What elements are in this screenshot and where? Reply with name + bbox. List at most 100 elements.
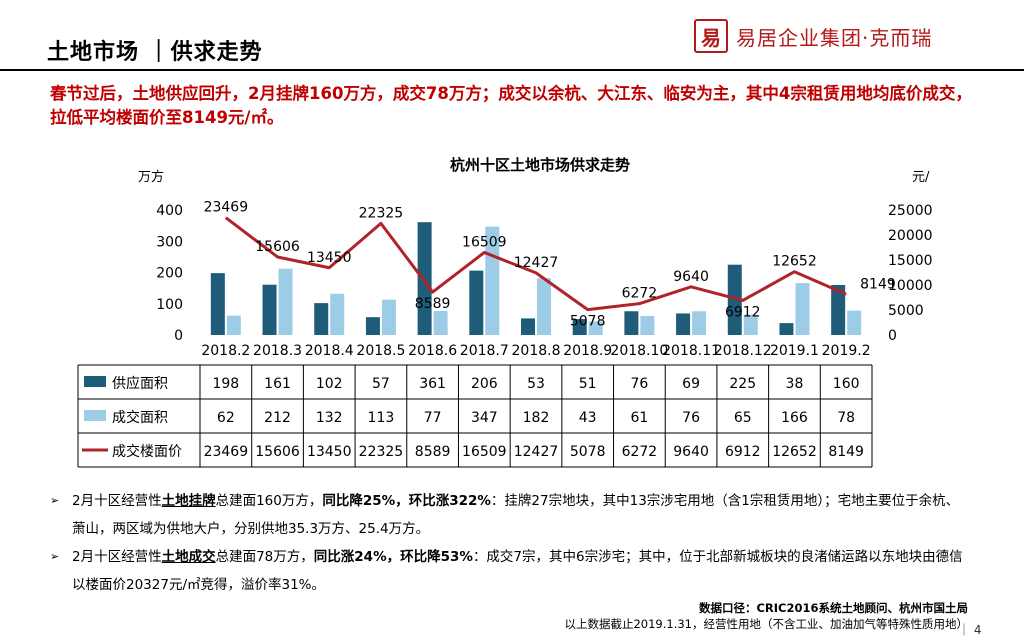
note-mom: 环比涨322%	[408, 493, 491, 509]
legend-key-supply	[84, 376, 106, 387]
right-axis-tick: 0	[888, 328, 897, 344]
bar-transaction	[588, 321, 603, 335]
table-cell: 206	[471, 376, 498, 392]
table-cell: 12427	[514, 444, 559, 460]
note-yoy: 同比降25%	[322, 493, 396, 509]
table-cell: 198	[212, 376, 239, 392]
bar-supply	[676, 313, 691, 335]
category-label: 2018.8	[512, 343, 561, 359]
bar-supply	[469, 270, 484, 335]
bar-transaction	[433, 310, 448, 335]
bar-transaction	[381, 299, 396, 335]
note-sep: ，	[386, 549, 401, 565]
note-text: 2月十区经营性	[72, 549, 162, 565]
bar-supply	[262, 284, 277, 335]
right-axis-tick: 10000	[888, 278, 933, 294]
legend-label: 成交楼面价	[112, 443, 182, 460]
table-cell: 9640	[673, 444, 709, 460]
bar-supply	[521, 318, 535, 335]
table-cell: 76	[682, 410, 700, 426]
price-data-label: 15606	[255, 239, 300, 255]
data-cutoff-note: 以上数据截止2019.1.31，经营性用地（不含工业、加油加气等特殊性质用地）	[564, 617, 968, 631]
table-cell: 16509	[462, 444, 507, 460]
table-cell: 8149	[828, 444, 864, 460]
page-title: 土地市场 ｜供求走势	[47, 40, 263, 65]
category-label: 2019.1	[770, 343, 819, 359]
note-text: 2月十区经营性	[72, 493, 162, 509]
left-axis-tick: 300	[156, 234, 183, 250]
table-cell: 132	[316, 410, 343, 426]
note-yoy: 同比涨24%	[313, 549, 387, 565]
table-cell: 53	[527, 376, 545, 392]
price-data-label: 8149	[860, 276, 896, 292]
note-transaction-text: 2月十区经营性土地成交总建面78万方，同比涨24%，环比降53%：成交7宗，其中…	[72, 543, 970, 599]
table-cell: 13450	[307, 444, 352, 460]
page-number: ｜ 4	[958, 623, 982, 637]
table-cell: 225	[729, 376, 756, 392]
company-logo: 易 易居企业集团·克而瑞	[694, 18, 932, 54]
table-cell: 182	[523, 410, 550, 426]
bullet-arrow-icon: ➢	[50, 550, 60, 563]
category-label: 2018.10	[610, 343, 668, 359]
price-data-label: 6272	[622, 286, 658, 302]
table-cell: 166	[781, 410, 808, 426]
left-axis-tick: 200	[156, 266, 183, 282]
table-cell: 43	[579, 410, 597, 426]
table-cell: 61	[630, 410, 648, 426]
table-cell: 6912	[725, 444, 761, 460]
logo-text: 易居企业集团·克而瑞	[736, 25, 933, 50]
bullet-arrow-icon: ➢	[50, 494, 60, 507]
note-text: 总建面78万方，	[215, 549, 314, 565]
table-cell: 5078	[570, 444, 606, 460]
table-cell: 57	[372, 376, 390, 392]
left-axis-tick: 0	[174, 328, 183, 344]
note-text: ：成交7宗，其中6宗涉宅；其中，位于北部新城板块的良渚储运路以东地块由德信以楼面…	[72, 549, 963, 593]
table-cell: 69	[682, 376, 700, 392]
title-divider	[0, 69, 1024, 71]
price-data-label: 12652	[772, 254, 817, 270]
category-label: 2018.3	[253, 343, 302, 359]
bar-transaction	[743, 314, 758, 335]
bar-transaction	[278, 268, 293, 335]
table-cell: 22325	[359, 444, 404, 460]
right-axis-tick: 25000	[888, 203, 933, 219]
table-cell: 15606	[255, 444, 300, 460]
headline: 春节过后，土地供应回升，2月挂牌160万方，成交78万方；成交以余杭、大江东、临…	[50, 84, 972, 127]
price-line	[224, 216, 847, 312]
note-sep: ，	[395, 493, 409, 509]
table-cell: 65	[734, 410, 752, 426]
table-cell: 361	[419, 376, 446, 392]
category-label: 2018.11	[662, 343, 720, 359]
table-cell: 212	[264, 410, 291, 426]
legend-label: 成交面积	[112, 409, 168, 426]
notes-list: ➢ 2月十区经营性土地挂牌总建面160万方，同比降25%，环比涨322%：挂牌2…	[50, 487, 970, 599]
bar-transaction	[692, 311, 707, 335]
category-label: 2019.2	[822, 343, 871, 359]
category-label: 2018.4	[305, 343, 354, 359]
category-label: 2018.5	[356, 343, 405, 359]
price-data-label: 23469	[204, 200, 249, 216]
category-label: 2018.7	[460, 343, 509, 359]
bar-supply	[210, 273, 225, 335]
price-data-label: 9640	[673, 269, 709, 285]
bar-supply	[365, 317, 380, 335]
bar-supply	[831, 285, 846, 335]
table-cell: 8589	[415, 444, 451, 460]
data-source: 数据口径：CRIC2016系统土地顾问、杭州市国土局	[698, 601, 968, 615]
bar-transaction	[537, 278, 551, 335]
title-bar: 土地市场 ｜供求走势 易 易居企业集团·克而瑞	[0, 0, 1024, 71]
bar-transaction	[847, 310, 862, 335]
category-label: 2018.12	[714, 343, 772, 359]
price-data-label: 13450	[307, 250, 352, 266]
bar-transaction	[640, 315, 655, 335]
left-axis-tick: 100	[156, 297, 183, 313]
footer: 数据口径：CRIC2016系统土地顾问、杭州市国土局 以上数据截止2019.1.…	[564, 600, 968, 632]
note-transaction: ➢ 2月十区经营性土地成交总建面78万方，同比涨24%，环比降53%：成交7宗，…	[50, 543, 970, 599]
table-cell: 160	[833, 376, 860, 392]
right-axis-unit: 元/	[912, 170, 930, 185]
table-cell: 102	[316, 376, 343, 392]
bar-transaction	[330, 293, 345, 335]
right-axis-tick: 5000	[888, 303, 924, 319]
price-data-label: 8589	[415, 296, 451, 312]
